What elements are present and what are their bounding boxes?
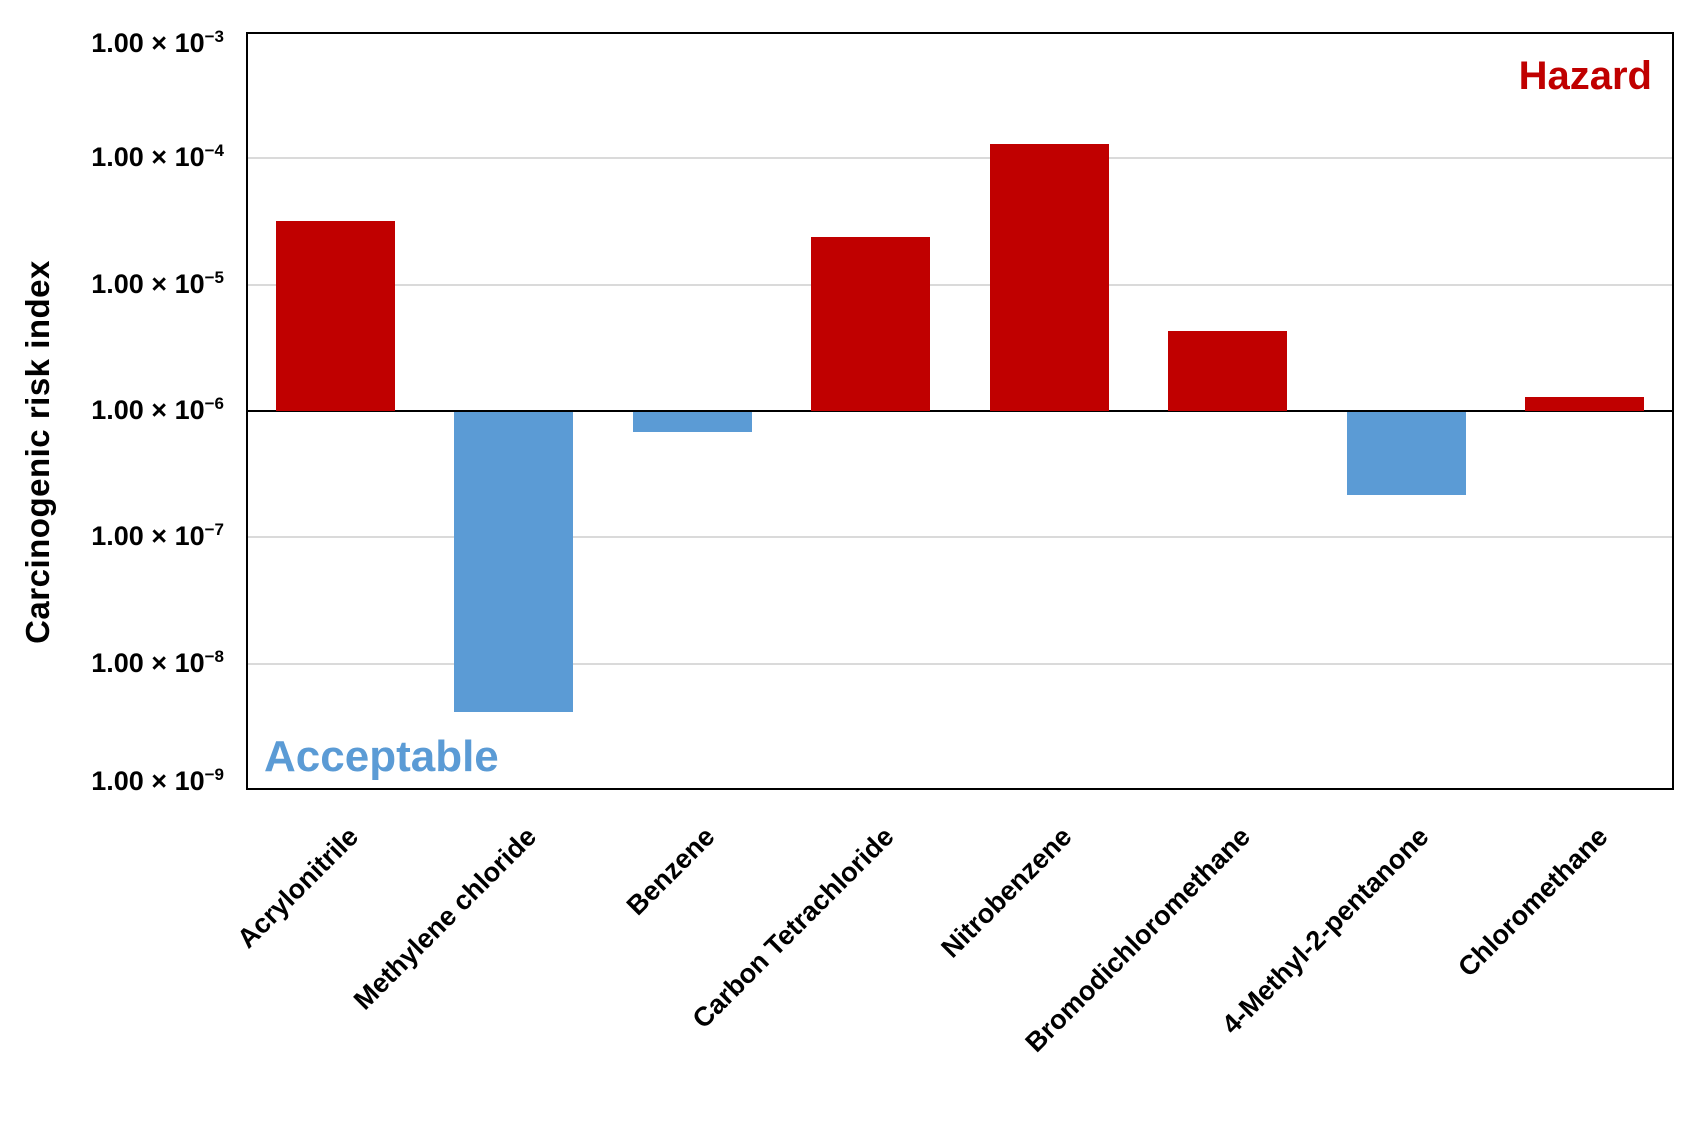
gridline <box>246 662 1674 665</box>
bar-methylene-chloride <box>454 412 574 713</box>
bar-acrylonitrile <box>275 220 395 411</box>
x-tick-label: 4-Methyl-2-pentanone <box>1216 821 1435 1040</box>
acceptable-region-label: Acceptable <box>264 732 499 781</box>
y-tick-label: 1.00 × 10−8 <box>91 646 224 678</box>
x-tick-label: Nitrobenzene <box>935 821 1078 964</box>
y-tick-label: 1.00 × 10−4 <box>91 141 224 173</box>
hazard-region-label: Hazard <box>1518 54 1652 98</box>
bar-bromodichloromethane <box>1168 330 1288 411</box>
x-tick-label: Carbon Tetrachloride <box>686 821 900 1035</box>
y-axis-title: Carcinogenic risk index <box>19 260 56 644</box>
y-tick-label: 1.00 × 10−3 <box>91 27 224 59</box>
plot-area: Hazard Acceptable <box>246 32 1674 790</box>
y-tick-label: 1.00 × 10−5 <box>91 267 224 299</box>
gridline <box>246 157 1674 160</box>
x-tick-label: Chloromethane <box>1452 821 1614 983</box>
x-tick-label: Benzene <box>621 821 721 922</box>
gridline <box>246 536 1674 539</box>
x-tick-label: Methylene chloride <box>348 821 543 1016</box>
bar-benzene <box>632 412 752 432</box>
x-tick-label: Acrylonitrile <box>231 821 364 954</box>
bar-nitrobenzene <box>989 143 1109 411</box>
threshold-baseline <box>246 410 1674 412</box>
y-tick-label: 1.00 × 10−9 <box>91 765 224 797</box>
y-tick-label: 1.00 × 10−7 <box>91 520 224 552</box>
bar-chloromethane <box>1525 396 1645 411</box>
bar-carbon-tetrachloride <box>811 236 931 411</box>
bar-4-methyl-2-pentanone <box>1346 412 1466 496</box>
gridline <box>246 283 1674 286</box>
y-tick-label: 1.00 × 10−6 <box>91 394 224 426</box>
